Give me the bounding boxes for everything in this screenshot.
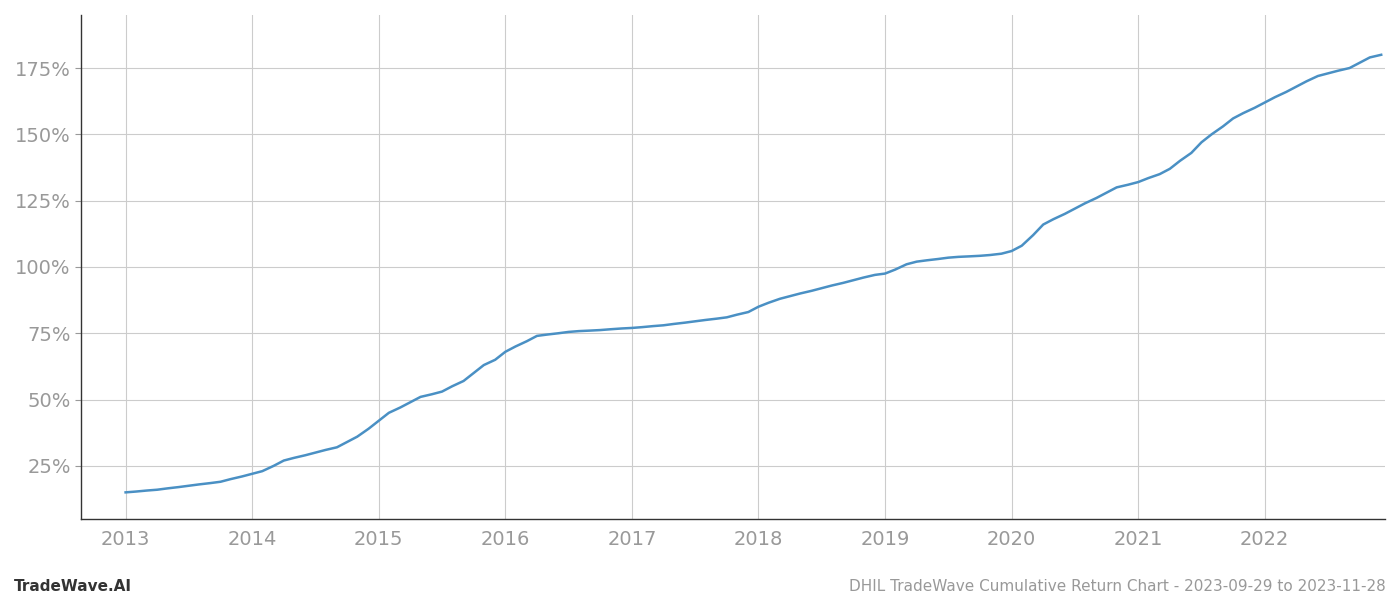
Text: DHIL TradeWave Cumulative Return Chart - 2023-09-29 to 2023-11-28: DHIL TradeWave Cumulative Return Chart -… <box>850 579 1386 594</box>
Text: TradeWave.AI: TradeWave.AI <box>14 579 132 594</box>
